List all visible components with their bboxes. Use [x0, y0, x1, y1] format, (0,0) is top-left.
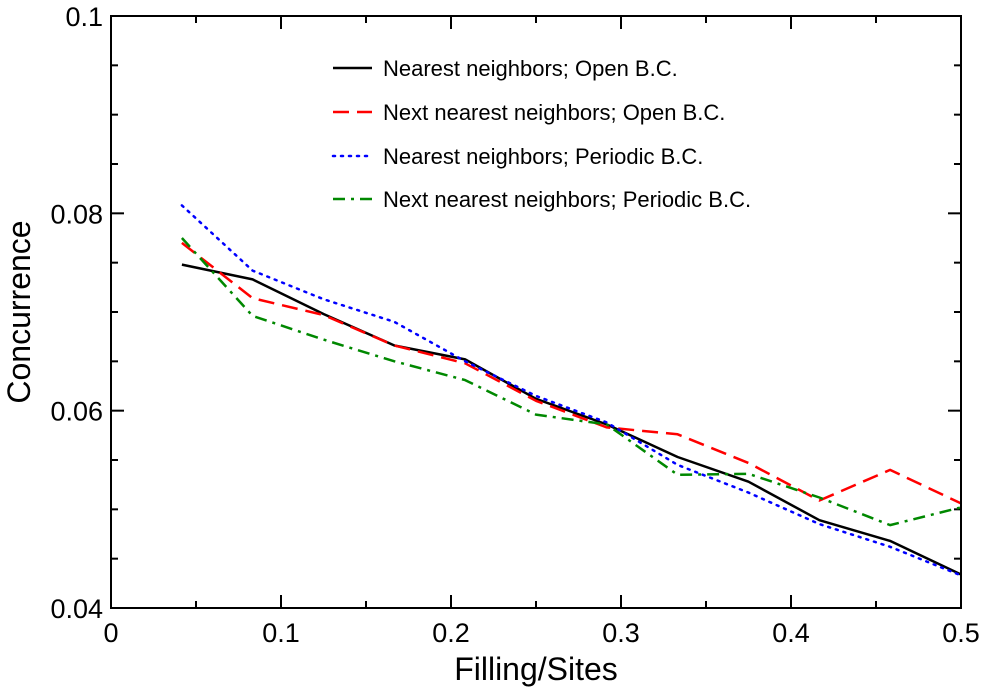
legend-label-2: Next nearest neighbors; Open B.C.	[383, 100, 725, 125]
legend: Nearest neighbors; Open B.C. Next nearest…	[331, 56, 751, 212]
x-tick-label: 0.4	[772, 618, 810, 648]
y-tick-label: 0.04	[50, 594, 103, 624]
legend-label-1: Nearest neighbors; Open B.C.	[383, 56, 678, 81]
plot-frame	[110, 15, 962, 609]
series-line-2	[181, 241, 962, 505]
x-tick-labels: 0 0.1 0.2 0.3 0.4 0.5	[103, 618, 979, 648]
series-line-4	[180, 237, 962, 527]
x-tick-label: 0.2	[432, 618, 470, 648]
x-tick-label: 0.3	[602, 618, 640, 648]
legend-label-4: Next nearest neighbors; Periodic B.C.	[383, 187, 751, 212]
series-line-3	[180, 204, 963, 577]
y-tick-label: 0.1	[65, 2, 103, 32]
y-tick-label: 0.08	[50, 199, 103, 229]
legend-label-3: Nearest neighbors; Periodic B.C.	[383, 144, 703, 169]
y-axis-title: Concurrence	[1, 220, 37, 403]
series-line-1	[181, 263, 962, 576]
x-tick-label: 0	[103, 618, 118, 648]
series-lines	[180, 204, 963, 577]
x-tick-label: 0.1	[262, 618, 300, 648]
y-tick-label: 0.06	[50, 397, 103, 427]
x-tick-label: 0.5	[942, 618, 980, 648]
x-axis-title: Filling/Sites	[454, 651, 618, 687]
y-tick-labels: 0.04 0.06 0.08 0.1	[50, 2, 103, 624]
